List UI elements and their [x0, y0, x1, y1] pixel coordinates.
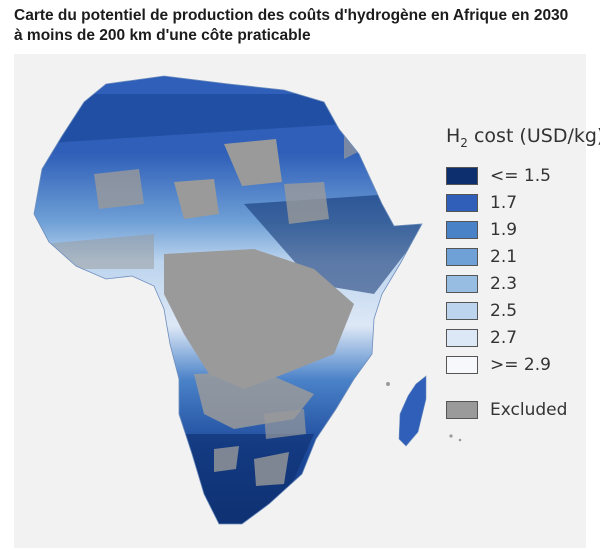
legend-item: 2.7 — [446, 325, 596, 352]
legend-swatch — [446, 275, 478, 294]
africa-map — [33, 75, 462, 525]
legend-swatch — [446, 248, 478, 267]
legend-swatch — [446, 302, 478, 321]
legend-title: H2 cost (USD/kg) — [446, 124, 600, 155]
madagascar-shape — [398, 375, 427, 447]
legend-item: 2.5 — [446, 298, 596, 325]
page-title: Carte du potentiel de production des coû… — [14, 7, 569, 44]
map-figure: H2 cost (USD/kg) <= 1.5 1.7 1.9 2.1 2.3 2.5 2.… — [14, 54, 600, 548]
legend-item: >= 2.9 — [446, 352, 596, 379]
legend-item: 2.1 — [446, 244, 596, 271]
legend-label: 1.7 — [490, 193, 518, 214]
legend-label: 1.9 — [490, 220, 518, 241]
legend-items: <= 1.5 1.7 1.9 2.1 2.3 2.5 2.7 >= 2.9 — [446, 163, 596, 379]
legend-label: <= 1.5 — [490, 166, 551, 187]
legend-label: Excluded — [490, 400, 568, 421]
legend-swatch — [446, 221, 478, 240]
legend-label: 2.1 — [490, 247, 518, 268]
legend-swatch — [446, 329, 478, 348]
legend-item: 1.7 — [446, 190, 596, 217]
legend-item: 2.3 — [446, 271, 596, 298]
legend-swatch — [446, 401, 478, 420]
legend-title-main: H — [446, 125, 461, 147]
legend-item: <= 1.5 — [446, 163, 596, 190]
legend-item: 1.9 — [446, 217, 596, 244]
legend-swatch — [446, 194, 478, 213]
legend-title-sub: 2 — [460, 135, 468, 150]
legend-swatch — [446, 356, 478, 375]
map-legend: H2 cost (USD/kg) <= 1.5 1.7 1.9 2.1 2.3 2.5 2.… — [446, 124, 600, 424]
legend-label: 2.7 — [490, 328, 518, 349]
legend-swatch — [446, 167, 478, 186]
legend-label: >= 2.9 — [490, 355, 551, 376]
legend-title-rest: cost (USD/kg) — [467, 125, 600, 147]
legend-item-excluded: Excluded — [446, 397, 596, 424]
legend-label: 2.3 — [490, 274, 518, 295]
legend-label: 2.5 — [490, 301, 518, 322]
